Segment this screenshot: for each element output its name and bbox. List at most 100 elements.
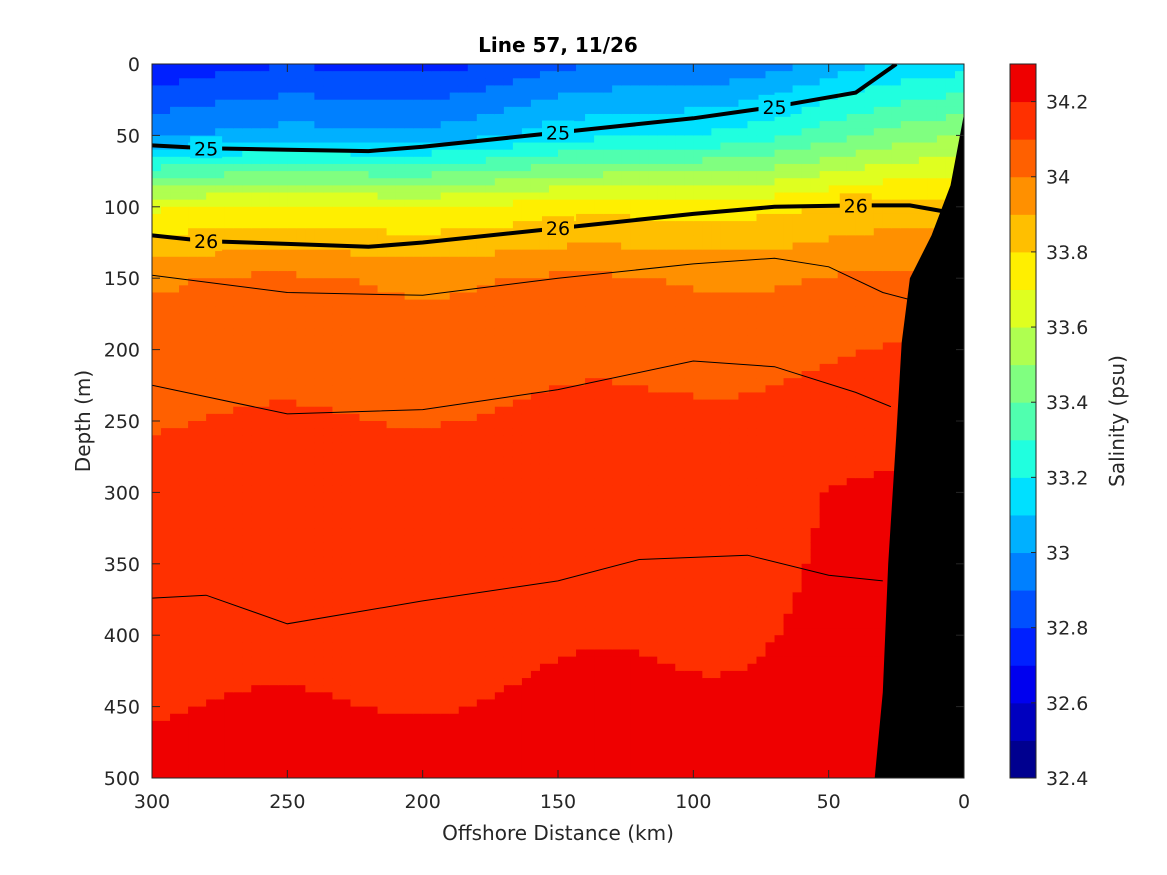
salinity-cell	[278, 763, 288, 772]
salinity-cell	[530, 299, 541, 308]
salinity-cell	[494, 442, 505, 451]
salinity-cell	[458, 542, 469, 551]
salinity-cell	[206, 328, 216, 336]
salinity-cell	[269, 678, 279, 686]
salinity-cell	[449, 520, 460, 529]
salinity-cell	[206, 199, 216, 208]
salinity-cell	[314, 442, 325, 451]
salinity-cell	[161, 606, 171, 615]
salinity-cell	[512, 221, 523, 229]
salinity-cell	[215, 535, 225, 543]
salinity-cell	[341, 321, 352, 329]
salinity-cell	[170, 385, 180, 394]
salinity-cell	[404, 156, 415, 165]
salinity-cell	[458, 713, 469, 722]
salinity-cell	[440, 628, 451, 636]
salinity-cell	[233, 313, 243, 322]
salinity-cell	[567, 171, 577, 179]
salinity-cell	[233, 656, 243, 665]
salinity-cell	[359, 685, 370, 693]
salinity-cell	[233, 421, 243, 429]
salinity-cell	[323, 413, 334, 422]
salinity-cell	[576, 349, 586, 358]
salinity-cell	[323, 520, 334, 529]
salinity-cell	[197, 656, 207, 665]
salinity-cell	[413, 663, 424, 672]
salinity-cell	[413, 421, 424, 429]
salinity-cell	[558, 178, 568, 186]
salinity-cell	[332, 449, 343, 458]
salinity-cell	[494, 756, 505, 765]
salinity-cell	[197, 199, 207, 208]
salinity-cell	[170, 478, 180, 486]
salinity-cell	[413, 649, 424, 658]
salinity-cell	[548, 599, 559, 608]
salinity-cell	[350, 71, 361, 79]
salinity-cell	[368, 542, 379, 551]
salinity-cell	[576, 356, 586, 365]
salinity-cell	[521, 628, 532, 636]
salinity-cell	[431, 556, 442, 565]
salinity-cell	[161, 428, 171, 436]
salinity-cell	[386, 399, 397, 408]
salinity-cell	[368, 478, 379, 486]
salinity-cell	[197, 128, 207, 136]
salinity-cell	[170, 713, 180, 722]
salinity-cell	[594, 413, 604, 422]
salinity-cell	[332, 442, 343, 451]
salinity-cell	[404, 385, 415, 394]
salinity-cell	[260, 128, 270, 136]
salinity-cell	[521, 149, 532, 158]
salinity-cell	[152, 478, 162, 486]
salinity-cell	[548, 549, 559, 558]
salinity-cell	[296, 656, 306, 665]
salinity-cell	[440, 506, 451, 515]
salinity-cell	[368, 221, 379, 229]
salinity-cell	[224, 163, 234, 172]
salinity-cell	[404, 406, 415, 415]
salinity-cell	[368, 492, 379, 501]
salinity-cell	[413, 235, 424, 244]
salinity-cell	[197, 456, 207, 465]
salinity-cell	[170, 349, 180, 358]
salinity-cell	[594, 235, 604, 244]
salinity-cell	[458, 499, 469, 508]
salinity-cell	[404, 728, 415, 736]
salinity-cell	[305, 606, 315, 615]
salinity-cell	[170, 628, 180, 636]
salinity-cell	[576, 185, 586, 194]
salinity-cell	[458, 335, 469, 344]
salinity-cell	[224, 321, 234, 329]
salinity-cell	[494, 449, 505, 458]
salinity-cell	[350, 385, 361, 394]
salinity-cell	[503, 478, 514, 486]
salinity-cell	[440, 385, 451, 394]
salinity-cell	[395, 156, 406, 165]
salinity-cell	[576, 135, 586, 144]
salinity-cell	[260, 663, 270, 672]
salinity-cell	[585, 213, 595, 222]
salinity-cell	[576, 285, 586, 294]
salinity-cell	[530, 492, 541, 501]
salinity-cell	[260, 428, 270, 436]
salinity-cell	[206, 321, 216, 329]
salinity-cell	[503, 263, 514, 272]
salinity-cell	[567, 256, 577, 265]
salinity-cell	[260, 613, 270, 622]
salinity-cell	[594, 178, 604, 186]
salinity-cell	[224, 235, 234, 244]
salinity-cell	[278, 171, 288, 179]
salinity-cell	[260, 570, 270, 579]
salinity-cell	[296, 478, 306, 486]
salinity-cell	[152, 692, 162, 701]
salinity-cell	[206, 706, 216, 715]
salinity-cell	[594, 613, 604, 622]
salinity-cell	[422, 620, 433, 629]
salinity-cell	[242, 599, 252, 608]
salinity-cell	[576, 520, 586, 529]
salinity-cell	[206, 535, 216, 543]
salinity-cell	[567, 542, 577, 551]
salinity-cell	[269, 620, 279, 629]
salinity-cell	[558, 142, 568, 151]
salinity-cell	[278, 271, 288, 279]
